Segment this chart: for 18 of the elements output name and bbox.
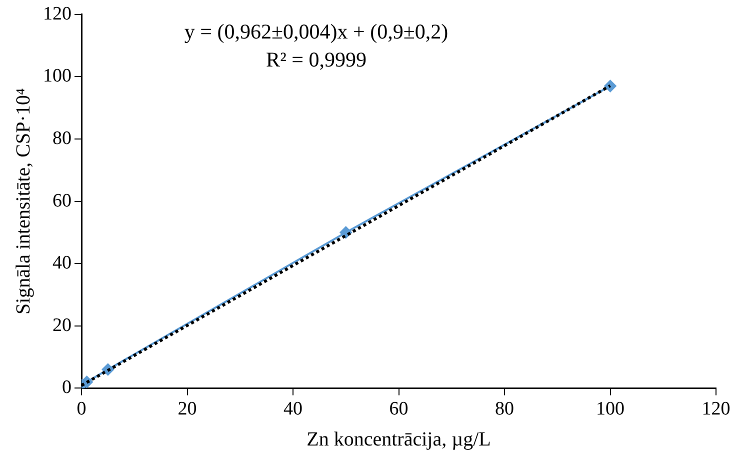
x-tick-label: 100 <box>596 398 624 420</box>
x-tick-label: 20 <box>178 398 197 420</box>
annotation: R² = 0,9999 <box>266 47 366 72</box>
y-tick-label: 60 <box>52 190 72 212</box>
y-axis-title: Signāla intensitāte, CSP·10⁴ <box>12 88 34 315</box>
y-tick-label: 80 <box>52 128 72 149</box>
annotation: y = (0,962±0,004)x + (0,9±0,2) <box>184 19 448 44</box>
x-axis-title: Zn koncentrācija, µg/L <box>306 428 491 450</box>
y-tick-label: 120 <box>43 3 72 24</box>
x-tick-label: 120 <box>702 398 730 420</box>
x-tick-label: 80 <box>495 398 514 420</box>
y-tick-label: 40 <box>52 252 72 274</box>
y-tick-label: 100 <box>43 66 72 87</box>
x-tick-label: 0 <box>76 398 86 420</box>
x-tick-label: 40 <box>284 398 302 420</box>
y-tick-label: 0 <box>62 377 72 398</box>
x-tick-label: 60 <box>389 398 408 420</box>
y-tick-label: 20 <box>52 314 72 336</box>
